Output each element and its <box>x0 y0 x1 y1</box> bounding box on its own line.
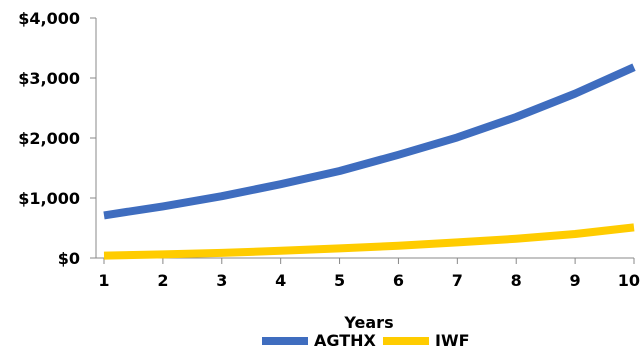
legend: AGTHX IWF <box>262 331 470 350</box>
x-tick-label: 3 <box>216 271 227 290</box>
axes <box>95 18 634 259</box>
series-line-agthx <box>103 63 636 220</box>
y-tick-label: $1,000 <box>18 189 80 208</box>
x-tick-label: 10 <box>618 271 640 290</box>
y-tick-label: $2,000 <box>18 129 80 148</box>
x-tick-label: 2 <box>157 271 168 290</box>
x-tick-label: 8 <box>511 271 522 290</box>
x-tick-label: 7 <box>452 271 463 290</box>
x-ticks: 1 2 3 4 5 6 7 8 9 10 <box>98 258 640 290</box>
y-ticks: $0 $1,000 $2,000 $3,000 $4,000 <box>18 9 96 268</box>
x-tick-label: 9 <box>570 271 581 290</box>
series-lines <box>103 63 636 260</box>
x-axis-title: Years <box>343 313 393 332</box>
series-line-iwf <box>103 223 635 260</box>
x-tick-label: 4 <box>275 271 286 290</box>
y-tick-label: $4,000 <box>18 9 80 28</box>
legend-label: IWF <box>435 331 470 350</box>
legend-label: AGTHX <box>314 331 377 350</box>
x-tick-label: 5 <box>334 271 345 290</box>
x-tick-label: 6 <box>393 271 404 290</box>
x-tick-label: 1 <box>98 271 109 290</box>
y-tick-label: $3,000 <box>18 69 80 88</box>
y-tick-label: $0 <box>58 249 80 268</box>
